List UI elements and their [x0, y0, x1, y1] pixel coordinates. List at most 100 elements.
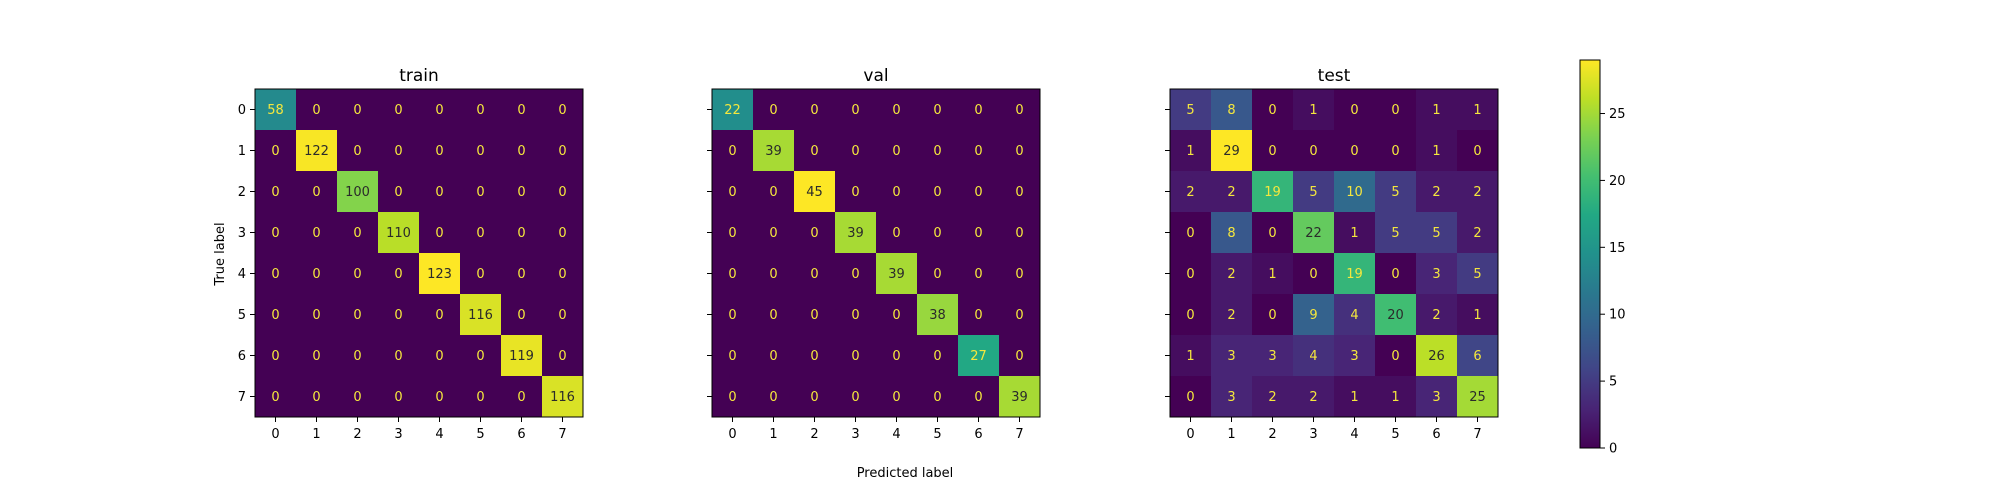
cell-value-label: 0: [769, 308, 777, 323]
heatmap-cell: [794, 212, 836, 254]
heatmap-cell: [958, 130, 1000, 172]
cell-value-label: 0: [851, 390, 859, 405]
heatmap-cell: [1416, 294, 1458, 336]
cell-value-label: 1: [1309, 103, 1317, 118]
heatmap-cell: [876, 89, 918, 131]
heatmap-cell: [296, 212, 338, 254]
heatmap-cell: [501, 253, 543, 295]
cell-value-label: 0: [558, 267, 566, 282]
cell-value-label: 0: [851, 144, 859, 159]
heatmap-cell: [712, 212, 754, 254]
cell-value-label: 0: [476, 185, 484, 200]
cell-value-label: 0: [728, 185, 736, 200]
cell-value-label: 0: [558, 144, 566, 159]
cell-value-label: 0: [769, 185, 777, 200]
heatmap-cell: [337, 130, 379, 172]
heatmap-cell: [1211, 171, 1253, 213]
x-tick-label: 0: [271, 427, 279, 442]
cell-value-label: 0: [1015, 103, 1023, 118]
heatmap-cell: [296, 294, 338, 336]
cell-value-label: 5: [1432, 226, 1440, 241]
heatmap-cell: [1334, 376, 1376, 418]
heatmap-cell: [1457, 335, 1499, 377]
heatmap-cell: [917, 171, 959, 213]
cell-value-label: 0: [1268, 308, 1276, 323]
heatmap-cell: [1375, 130, 1417, 172]
heatmap-cell: [1416, 376, 1458, 418]
cell-value-label: 0: [312, 226, 320, 241]
cell-value-label: 5: [1186, 103, 1194, 118]
heatmap-cell: [501, 212, 543, 254]
heatmap-cell: [999, 130, 1041, 172]
cell-value-label: 0: [435, 144, 443, 159]
cell-value-label: 19: [1346, 267, 1363, 282]
cell-value-label: 4: [1350, 308, 1358, 323]
heatmap-cell: [917, 212, 959, 254]
cell-value-label: 0: [353, 103, 361, 118]
cell-value-label: 1: [1391, 390, 1399, 405]
cell-value-label: 0: [974, 185, 982, 200]
panel-title: test: [1318, 66, 1351, 86]
cell-value-label: 1: [1432, 103, 1440, 118]
heatmap-cell: [1375, 253, 1417, 295]
panel-title: train: [399, 66, 439, 86]
heatmap-cell: [419, 212, 461, 254]
heatmap-cell: [917, 376, 959, 418]
cell-value-label: 1: [1432, 144, 1440, 159]
y-tick-label: 7: [238, 390, 246, 405]
cell-value-label: 0: [892, 103, 900, 118]
heatmap-cell: [1457, 212, 1499, 254]
heatmap-cell: [1211, 212, 1253, 254]
cell-value-label: 0: [1186, 267, 1194, 282]
cell-value-label: 2: [1432, 308, 1440, 323]
x-tick-label: 0: [728, 427, 736, 442]
heatmap-cell: [835, 89, 877, 131]
cell-value-label: 0: [728, 144, 736, 159]
heatmap-cell: [501, 376, 543, 418]
cell-value-label: 1: [1186, 144, 1194, 159]
cell-value-label: 0: [892, 226, 900, 241]
heatmap-cell: [753, 294, 795, 336]
heatmap-cell: [835, 130, 877, 172]
heatmap-cell: [460, 335, 502, 377]
heatmap-cell: [917, 253, 959, 295]
heatmap-cell: [1170, 171, 1212, 213]
heatmap-cell: [712, 89, 754, 131]
cell-value-label: 0: [476, 267, 484, 282]
cell-value-label: 0: [810, 390, 818, 405]
cell-value-label: 3: [1432, 390, 1440, 405]
colorbar-gradient: [1580, 60, 1600, 448]
heatmap-cell: [1375, 171, 1417, 213]
cell-value-label: 0: [892, 144, 900, 159]
cell-value-label: 6: [1473, 349, 1481, 364]
heatmap-cell: [296, 89, 338, 131]
heatmap-cell: [419, 376, 461, 418]
cell-value-label: 0: [1015, 308, 1023, 323]
cell-value-label: 10: [1346, 185, 1363, 200]
heatmap-cell: [501, 130, 543, 172]
cell-value-label: 2: [1227, 267, 1235, 282]
x-tick-label: 6: [517, 427, 525, 442]
heatmap-cell: [835, 171, 877, 213]
cell-value-label: 0: [810, 144, 818, 159]
heatmap-cell: [794, 171, 836, 213]
cell-value-label: 8: [1227, 103, 1235, 118]
cell-value-label: 0: [810, 349, 818, 364]
heatmap-cell: [255, 335, 297, 377]
cell-value-label: 0: [1186, 226, 1194, 241]
cell-value-label: 0: [810, 308, 818, 323]
cell-value-label: 0: [517, 267, 525, 282]
heatmap-cell: [1416, 253, 1458, 295]
cell-value-label: 0: [435, 103, 443, 118]
heatmap-cell: [1211, 89, 1253, 131]
cell-value-label: 0: [1268, 103, 1276, 118]
heatmap-cell: [1252, 212, 1294, 254]
cell-value-label: 0: [271, 349, 279, 364]
cell-value-label: 0: [1268, 144, 1276, 159]
cell-value-label: 0: [1473, 144, 1481, 159]
cell-value-label: 8: [1227, 226, 1235, 241]
x-tick-label: 5: [1391, 427, 1399, 442]
cell-value-label: 22: [1305, 226, 1322, 241]
cell-value-label: 1: [1473, 103, 1481, 118]
heatmap-cell: [1293, 376, 1335, 418]
